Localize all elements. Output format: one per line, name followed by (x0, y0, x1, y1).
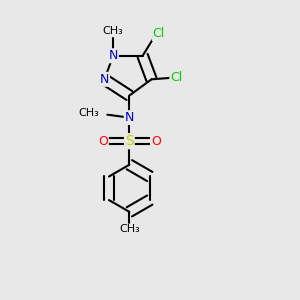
Text: N: N (100, 73, 109, 86)
Text: Cl: Cl (153, 27, 165, 40)
Text: S: S (125, 134, 134, 148)
Text: N: N (109, 49, 118, 62)
Text: CH₃: CH₃ (103, 26, 124, 36)
Text: CH₃: CH₃ (78, 108, 99, 118)
Text: Cl: Cl (170, 71, 183, 84)
Text: O: O (98, 135, 108, 148)
Text: CH₃: CH₃ (119, 224, 140, 235)
Text: N: N (125, 111, 134, 124)
Text: O: O (151, 135, 161, 148)
